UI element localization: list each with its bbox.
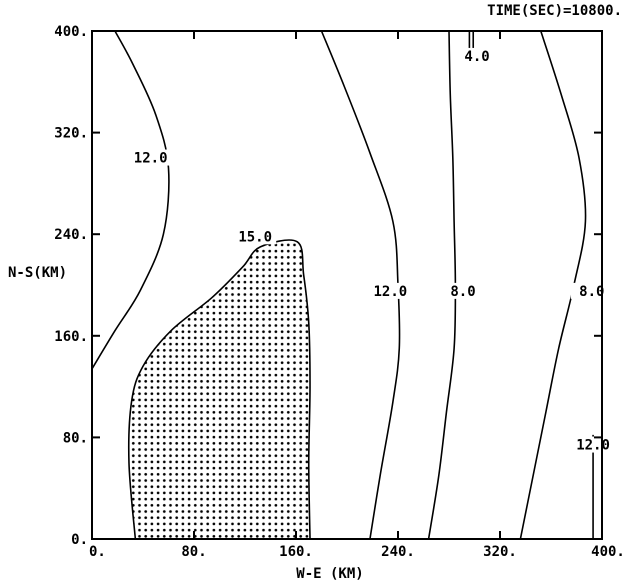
x-tick-label-1: 80. bbox=[181, 544, 206, 560]
x-tick-label-5: 400. bbox=[591, 544, 625, 560]
contour-label-bg-3 bbox=[442, 282, 485, 299]
x-axis-label: W-E (KM) bbox=[296, 566, 363, 582]
shaded-region-layer bbox=[128, 240, 311, 539]
y-tick-label-0: 0. bbox=[71, 532, 88, 548]
contour-label-bg-2 bbox=[369, 282, 412, 299]
contour-label-2: 12.0 bbox=[373, 284, 407, 300]
x-tick-label-0: 0. bbox=[89, 544, 106, 560]
contour-labels-layer: 12.0 15.0 12.0 8.0 4.0 8.0 12.0 bbox=[129, 47, 615, 454]
shaded-region-1 bbox=[128, 240, 311, 539]
y-tick-label-3: 240. bbox=[54, 227, 88, 243]
contour-label-bg-4 bbox=[456, 47, 499, 64]
contour-label-bg-7 bbox=[572, 436, 615, 453]
contour-label-1: 15.0 bbox=[238, 229, 272, 245]
y-tick-label-4: 320. bbox=[54, 126, 88, 142]
y-tick-label-1: 80. bbox=[63, 430, 88, 446]
y-axis-label: N-S(KM) bbox=[8, 265, 67, 281]
axis-ticks-layer: 0. 80. 160. 240. 320. 400. 0. 80. 160. 240. 320. 40… bbox=[54, 24, 625, 560]
contour-label-0: 12.0 bbox=[134, 151, 168, 167]
contour-label-6: 8.0 bbox=[579, 284, 604, 300]
y-tick-label-5: 400. bbox=[54, 24, 88, 40]
contour-label-bg-0 bbox=[129, 149, 172, 166]
contour-label-7: 12.0 bbox=[576, 438, 610, 454]
contour-label-3: 8.0 bbox=[450, 284, 475, 300]
contour-line-0 bbox=[91, 30, 170, 370]
contour-label-bg-1 bbox=[234, 228, 277, 245]
y-tick-label-2: 160. bbox=[54, 329, 88, 345]
contour-line-1 bbox=[127, 239, 311, 540]
chart-header: TIME(SEC)=10800. bbox=[487, 3, 622, 19]
plot-frame bbox=[91, 30, 603, 540]
contour-label-4: 4.0 bbox=[464, 49, 489, 65]
x-tick-label-3: 240. bbox=[381, 544, 415, 560]
x-tick-label-2: 160. bbox=[279, 544, 313, 560]
x-tick-label-4: 320. bbox=[483, 544, 517, 560]
